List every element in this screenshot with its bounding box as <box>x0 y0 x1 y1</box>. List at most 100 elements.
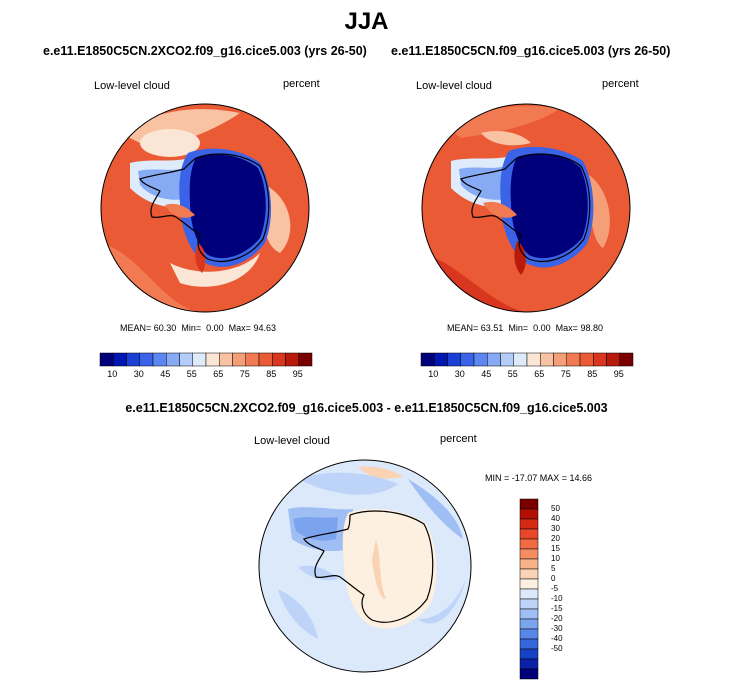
colorbar-box <box>606 352 620 367</box>
colorbar-box <box>619 352 634 367</box>
colorbar-box <box>513 352 528 367</box>
panel-control-mean-label: MEAN= <box>447 323 479 333</box>
panel-case-stats: MEAN= 60.30 Min= 0.00 Max= 94.63 <box>120 323 276 333</box>
colorbar-box <box>519 668 539 680</box>
panel-control-units: percent <box>602 78 639 90</box>
colorbar-box <box>298 352 313 367</box>
colorbar-tick-label: 85 <box>587 369 598 379</box>
colorbar-box <box>99 352 114 367</box>
colorbar-box <box>519 608 539 620</box>
panel-difference-map <box>258 459 472 673</box>
colorbar-box <box>519 588 539 600</box>
colorbar-tick-label: -10 <box>551 594 563 603</box>
colorbar-box <box>519 578 539 590</box>
colorbar-tick-label: 50 <box>551 504 560 513</box>
colorbar-box <box>566 352 581 367</box>
colorbar-box <box>232 352 246 367</box>
colorbar-box <box>519 638 539 650</box>
colorbar-tick-label: 75 <box>239 369 250 379</box>
colorbar-box <box>519 518 539 530</box>
panel-case-mean-label: MEAN= <box>120 323 152 333</box>
colorbar-tick-label: 40 <box>551 514 560 523</box>
colorbar-box <box>519 628 539 640</box>
colorbar-tick-label: 65 <box>213 369 224 379</box>
colorbar-box <box>285 352 299 367</box>
colorbar-box <box>139 352 154 367</box>
colorbar-tick-label: 65 <box>534 369 545 379</box>
panel-difference-colorbar <box>519 498 539 680</box>
colorbar-box <box>205 352 220 367</box>
colorbar-tick-label: 45 <box>160 369 171 379</box>
colorbar-box <box>519 528 539 540</box>
panel-control-title: e.e11.E1850C5CN.f09_g16.cice5.003 (yrs 2… <box>391 44 671 58</box>
colorbar-tick-label: -15 <box>551 604 563 613</box>
panel-case-title: e.e11.E1850C5CN.2XCO2.f09_g16.cice5.003 … <box>43 44 367 58</box>
colorbar-box <box>553 352 567 367</box>
panel-control-min: 0.00 <box>533 323 551 333</box>
colorbar-box <box>219 352 233 367</box>
panel-case-min: 0.00 <box>206 323 224 333</box>
panel-case-colorbar <box>99 352 313 367</box>
colorbar-box <box>192 352 207 367</box>
panel-control-max: 98.80 <box>580 323 603 333</box>
colorbar-box <box>447 352 461 367</box>
colorbar-tick-label: 10 <box>107 369 118 379</box>
panel-control-min-label: Min= <box>508 323 529 333</box>
colorbar-tick-label: 55 <box>507 369 518 379</box>
colorbar-box <box>487 352 501 367</box>
panel-difference-colorbar-labels: 50 40 30 20 15 10 5 0 -5 -10 -15 -20 -30 -40 -50 <box>551 499 581 679</box>
colorbar-box <box>519 548 539 560</box>
colorbar-tick-label: 85 <box>266 369 277 379</box>
panel-case-max: 94.63 <box>253 323 276 333</box>
panel-difference-stats: MIN = -17.07 MAX = 14.66 <box>485 473 593 483</box>
colorbar-box <box>526 352 541 367</box>
colorbar-box <box>434 352 448 367</box>
panel-case-variable: Low-level cloud <box>94 80 170 92</box>
panel-control-max-label: Max= <box>555 323 578 333</box>
colorbar-box <box>152 352 167 367</box>
colorbar-tick-label: 10 <box>428 369 439 379</box>
colorbar-box <box>258 352 273 367</box>
panel-case-min-label: Min= <box>181 323 202 333</box>
panel-control-stats: MEAN= 63.51 Min= 0.00 Max= 98.80 <box>447 323 603 333</box>
panel-case-map <box>100 103 310 313</box>
colorbar-tick-label: 10 <box>551 554 560 563</box>
panel-control-colorbar <box>420 352 634 367</box>
colorbar-box <box>540 352 554 367</box>
panel-control-colorbar-labels: 10 30 45 55 65 75 85 95 <box>421 369 633 381</box>
panel-control-variable: Low-level cloud <box>416 80 492 92</box>
panel-control-map <box>421 103 631 313</box>
colorbar-box <box>500 352 514 367</box>
colorbar-tick-label: 0 <box>551 574 556 583</box>
panel-case-max-label: Max= <box>228 323 251 333</box>
colorbar-box <box>245 352 260 367</box>
colorbar-box <box>519 568 539 580</box>
panel-case-mean: 60.30 <box>153 323 177 333</box>
colorbar-tick-label: 55 <box>186 369 197 379</box>
panel-control-mean: 63.51 <box>480 323 504 333</box>
colorbar-tick-label: 20 <box>551 534 560 543</box>
colorbar-box <box>593 352 607 367</box>
panel-case-units: percent <box>283 78 320 90</box>
colorbar-box <box>579 352 594 367</box>
colorbar-box <box>179 352 193 367</box>
colorbar-tick-label: 30 <box>454 369 465 379</box>
colorbar-tick-label: 30 <box>551 524 560 533</box>
colorbar-tick-label: 75 <box>560 369 571 379</box>
colorbar-tick-label: -40 <box>551 634 563 643</box>
colorbar-box <box>126 352 140 367</box>
colorbar-box <box>519 538 539 550</box>
colorbar-box <box>113 352 127 367</box>
colorbar-tick-label: -30 <box>551 624 563 633</box>
colorbar-box <box>519 598 539 610</box>
panel-difference-variable: Low-level cloud <box>254 435 330 447</box>
colorbar-tick-label: -5 <box>551 584 559 593</box>
colorbar-box <box>519 558 539 570</box>
colorbar-tick-label: 30 <box>133 369 144 379</box>
panel-difference-units: percent <box>440 433 477 445</box>
season-title: JJA <box>344 8 389 35</box>
colorbar-tick-label: 95 <box>292 369 303 379</box>
colorbar-tick-label: 95 <box>613 369 624 379</box>
colorbar-box <box>420 352 435 367</box>
colorbar-box <box>272 352 286 367</box>
